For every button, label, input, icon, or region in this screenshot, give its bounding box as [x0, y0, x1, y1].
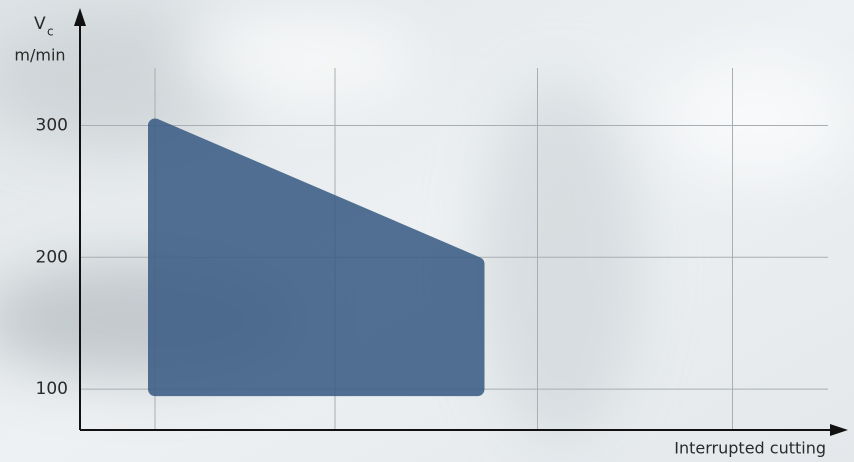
y-tick-label: 200	[36, 247, 68, 267]
area	[148, 118, 485, 397]
y-axis-label-sub: c	[47, 25, 54, 39]
y-axis-arrow	[74, 8, 86, 26]
marks	[148, 118, 485, 397]
x-axis-arrow	[830, 424, 848, 436]
x-axis-label: Interrupted cutting	[674, 439, 826, 458]
y-axis-unit: m/min	[14, 46, 65, 65]
y-axis-label: V	[34, 14, 46, 34]
y-tick-label: 300	[36, 115, 68, 135]
y-tick-label: 100	[36, 379, 68, 399]
